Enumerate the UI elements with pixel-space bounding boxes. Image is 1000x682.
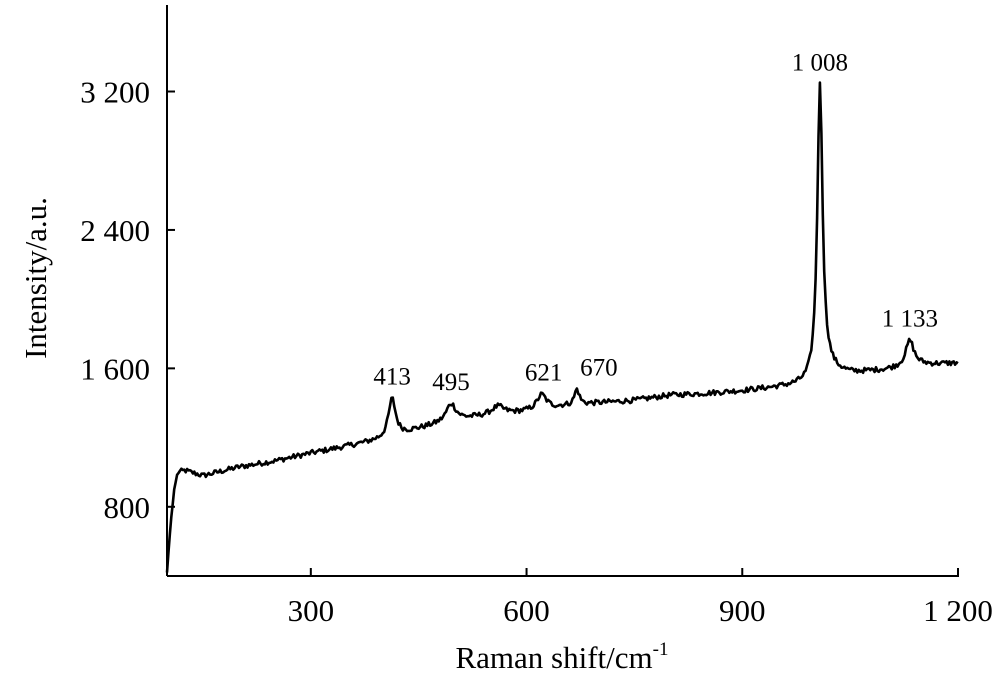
- x-tick-label: 900: [719, 593, 766, 628]
- y-tick-label: 3 200: [80, 75, 150, 110]
- x-axis-title: Raman shift/cm-1: [456, 639, 669, 675]
- peak-labels: 413 495 621 670 1 008 1 133: [373, 49, 938, 395]
- x-tick-label: 600: [503, 593, 550, 628]
- peak-label: 413: [373, 364, 411, 391]
- y-tick-label: 800: [104, 490, 151, 525]
- y-tick-label: 2 400: [80, 213, 150, 248]
- x-axis-title-superscript: -1: [653, 639, 669, 660]
- x-axis-title-text: Raman shift/cm: [456, 640, 653, 675]
- peak-label: 1 133: [882, 306, 938, 333]
- x-axis-ticks: 300 600 900 1 200: [288, 568, 993, 628]
- peak-label: 495: [432, 369, 470, 396]
- peak-label: 670: [580, 354, 618, 381]
- x-tick-label: 300: [288, 593, 335, 628]
- y-axis-title: Intensity/a.u.: [18, 197, 53, 359]
- spectrum-line: [165, 81, 959, 573]
- peak-label: 1 008: [792, 49, 848, 76]
- plot-area: [165, 81, 959, 573]
- x-tick-label: 1 200: [923, 593, 993, 628]
- peak-label: 621: [525, 360, 563, 387]
- y-axis-ticks: 800 1 600 2 400 3 200: [80, 75, 175, 525]
- y-tick-label: 1 600: [80, 351, 150, 386]
